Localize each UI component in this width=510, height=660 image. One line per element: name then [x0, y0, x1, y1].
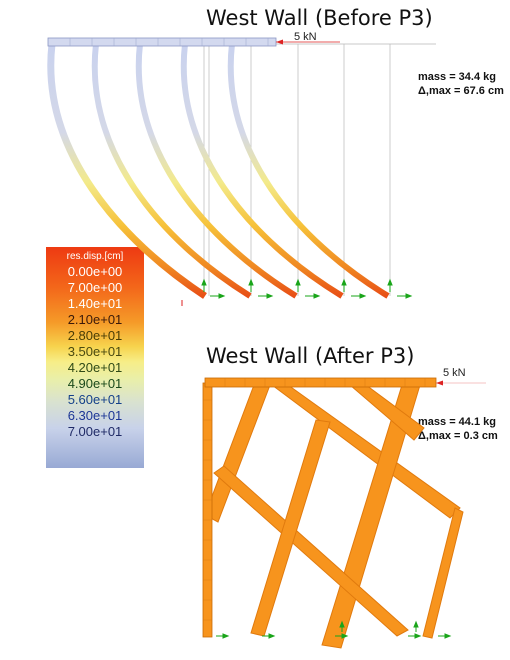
legend-value: 2.80e+01: [67, 328, 123, 343]
after-column-mesh: [203, 399, 212, 621]
displacement-legend: res.disp.[cm] 0.00e+00 7.00e+00 1.40e+01 2.…: [46, 247, 144, 468]
legend-value: 4.20e+01: [67, 360, 123, 375]
before-max-displacement: Δ,max = 67.6 cm: [418, 85, 504, 97]
legend-values: 0.00e+00 7.00e+00 1.40e+01 2.10e+01 2.80e+01…: [46, 264, 144, 440]
legend-value: 3.50e+01: [67, 344, 123, 359]
after-mass: mass = 44.1 kg: [418, 416, 496, 428]
after-load-label: 5 kN: [443, 367, 466, 379]
after-info: mass = 44.1 kg Δ,max = 0.3 cm: [418, 415, 498, 443]
after-supports: [216, 620, 452, 639]
before-load-arrow: [276, 39, 340, 45]
legend-value: 5.60e+01: [67, 392, 123, 407]
after-structure: [202, 377, 486, 649]
deformed-columns: [47, 43, 390, 299]
legend-value: 7.00e+01: [67, 424, 123, 439]
before-load-label: 5 kN: [294, 31, 317, 43]
before-top-beam: [47, 37, 277, 47]
legend-value: 6.30e+01: [67, 408, 123, 423]
after-left-column: [202, 382, 213, 638]
legend-value: 4.90e+01: [67, 376, 123, 391]
after-beam-mesh: [224, 378, 426, 387]
after-load-arrow: [436, 380, 443, 386]
legend-value: 0.00e+00: [67, 264, 123, 279]
legend-title: res.disp.[cm]: [66, 251, 124, 262]
legend-value: 1.40e+01: [67, 296, 123, 311]
legend-value: 7.00e+00: [67, 280, 123, 295]
before-structure: [47, 37, 436, 306]
after-top-beam: [204, 377, 437, 388]
before-info: mass = 34.4 kg Δ,max = 67.6 cm: [418, 70, 504, 98]
after-title: West Wall (After P3): [206, 344, 415, 368]
after-braces: [204, 384, 464, 649]
after-max-displacement: Δ,max = 0.3 cm: [418, 430, 498, 442]
legend-value: 2.10e+01: [67, 312, 123, 327]
before-mass: mass = 34.4 kg: [418, 71, 496, 83]
before-beam-mesh: [69, 38, 269, 46]
before-supports: [201, 278, 413, 299]
before-title: West Wall (Before P3): [206, 6, 433, 30]
